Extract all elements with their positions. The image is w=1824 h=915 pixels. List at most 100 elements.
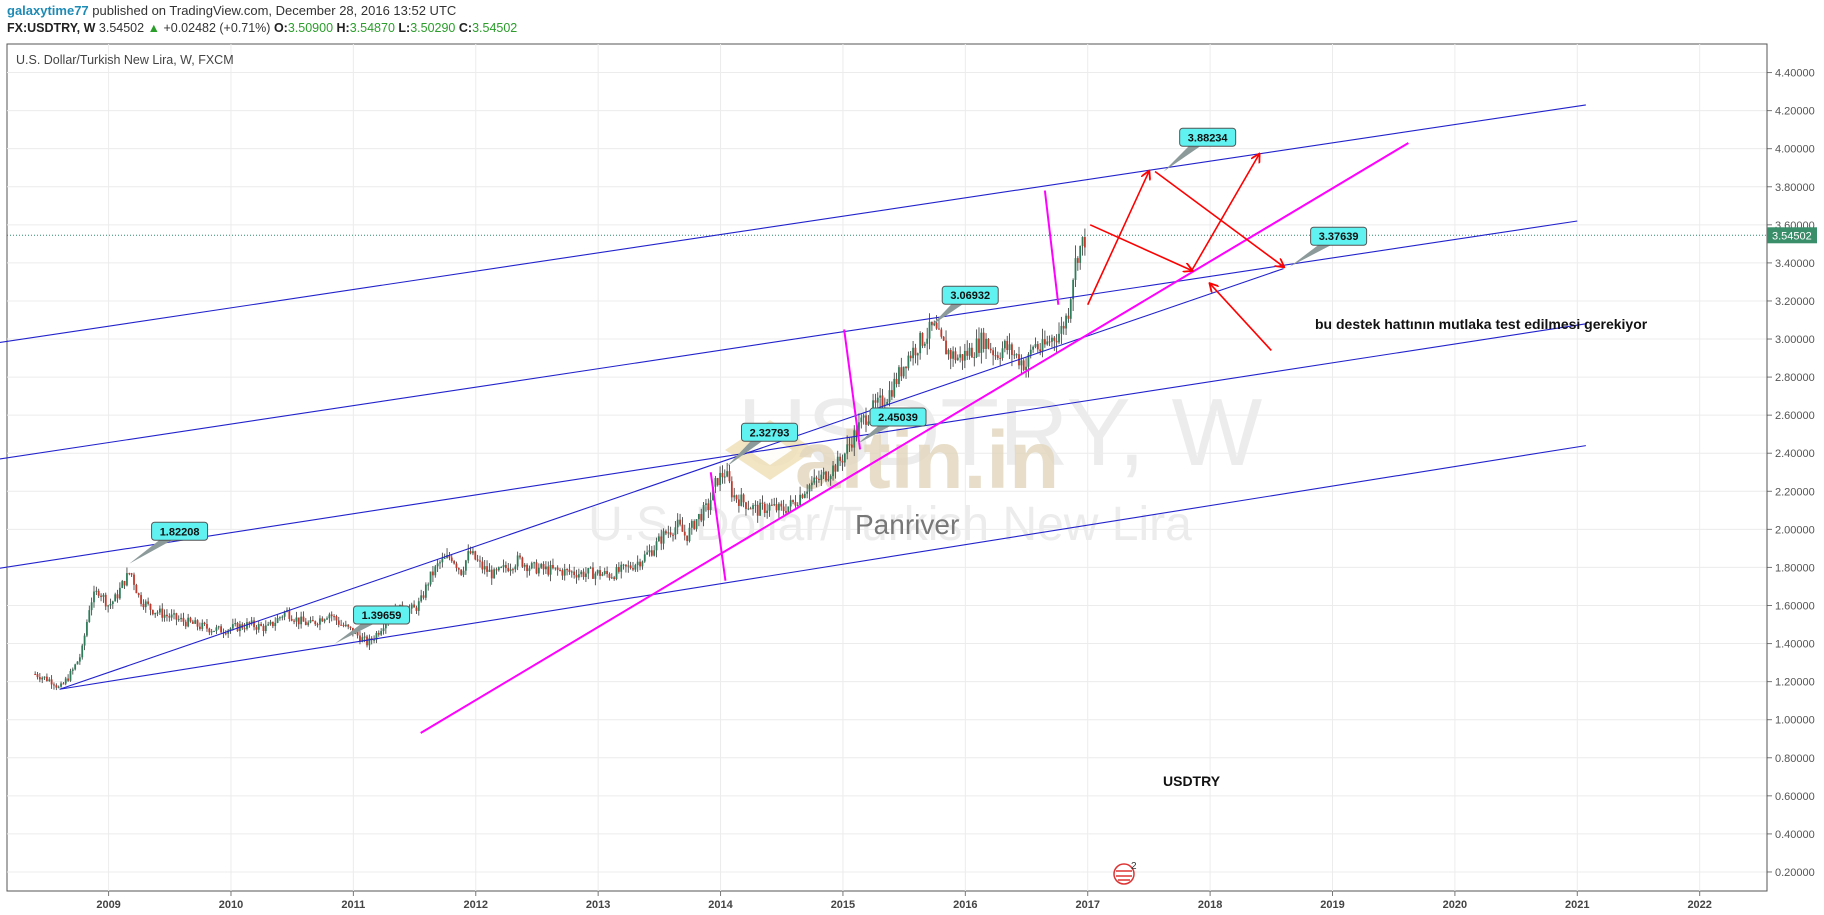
callout-label: 3.06932 <box>950 290 990 302</box>
candle-body <box>756 504 759 516</box>
candle-body <box>996 355 999 358</box>
candle-body <box>309 620 312 623</box>
candle-body <box>344 624 347 627</box>
candle-body <box>954 351 957 361</box>
candle-body <box>486 566 488 572</box>
candle-body <box>335 616 338 621</box>
candle-body <box>625 564 627 567</box>
candle-body <box>457 568 460 570</box>
candle-body <box>1015 354 1018 356</box>
x-tick-label: 2012 <box>464 899 488 911</box>
candle-body <box>307 622 310 625</box>
candle-body <box>215 627 218 631</box>
candle-body <box>850 444 853 448</box>
candle-body <box>359 635 361 642</box>
y-tick-label: 0.80000 <box>1775 753 1815 765</box>
candle-body <box>914 347 917 356</box>
candle-body <box>573 571 576 576</box>
y-tick-label: 2.00000 <box>1775 524 1815 536</box>
chart-title: U.S. Dollar/Turkish New Lira, W, FXCM <box>16 53 234 67</box>
candle-body <box>424 584 427 598</box>
callout-pointer <box>857 421 893 444</box>
candle-body <box>71 669 74 671</box>
candle-body <box>1043 339 1046 345</box>
candle-body <box>542 564 545 570</box>
candle-body <box>229 628 232 631</box>
logo-subtext: Panriver <box>855 509 959 540</box>
candle-body <box>940 329 943 337</box>
y-tick-label: 0.40000 <box>1775 829 1815 841</box>
candle-body <box>274 622 277 627</box>
candle-body <box>1022 360 1025 370</box>
candle-body <box>464 560 467 571</box>
candle-body <box>575 575 578 578</box>
callout-label: 3.37639 <box>1319 231 1359 243</box>
candle-body <box>1051 337 1053 342</box>
author-link[interactable]: galaxytime77 <box>7 3 89 18</box>
candle-body <box>643 554 646 562</box>
candle-body <box>570 571 573 573</box>
candle-body <box>709 500 712 511</box>
candle-body <box>481 561 484 570</box>
candle-body <box>841 460 844 463</box>
callout-pointer <box>1163 141 1202 172</box>
y-tick-label: 1.20000 <box>1775 677 1815 689</box>
candle-body <box>902 366 905 377</box>
candle-body <box>693 521 696 529</box>
candle-body <box>839 456 842 461</box>
candle-body <box>594 573 597 579</box>
y-tick-label: 4.20000 <box>1775 106 1815 118</box>
candle-body <box>427 584 430 586</box>
candle-body <box>326 618 328 620</box>
candle-body <box>366 636 368 646</box>
candle-body <box>175 613 178 620</box>
candle-body <box>231 624 234 629</box>
candle-body <box>1069 299 1072 319</box>
candle-body <box>415 607 418 611</box>
candle-body <box>417 601 420 611</box>
candle-body <box>302 616 305 622</box>
callout-label: 2.45039 <box>878 412 918 424</box>
tradingview-badge[interactable]: 2 <box>1113 861 1137 885</box>
candle-body <box>530 563 533 569</box>
candle-body <box>290 618 293 621</box>
candle-body <box>502 565 505 568</box>
x-tick-label: 2009 <box>96 899 120 911</box>
candle-body <box>780 503 783 507</box>
candle-body <box>260 624 263 626</box>
candle-body <box>297 617 300 625</box>
candle-body <box>57 686 60 688</box>
candle-body <box>123 581 126 586</box>
candle-body <box>803 493 806 498</box>
candle-body <box>935 322 938 329</box>
candle-body <box>177 619 180 621</box>
candle-body <box>1065 315 1067 329</box>
candle-body <box>208 628 211 633</box>
candle-body <box>540 564 543 568</box>
y-tick-label: 4.00000 <box>1775 144 1815 156</box>
y-tick-label: 0.60000 <box>1775 791 1815 803</box>
symbol-label: FX:USDTRY, W <box>7 21 96 35</box>
flag-stripes-icon <box>1116 870 1132 881</box>
candle-body <box>361 637 364 642</box>
candle-body <box>820 474 823 480</box>
candle-body <box>316 624 319 626</box>
candle-body <box>363 636 366 638</box>
candle-body <box>142 603 145 608</box>
candle-body <box>898 367 900 385</box>
candle-body <box>182 617 185 622</box>
candle-body <box>728 471 731 482</box>
candle-body <box>217 626 220 628</box>
candle-body <box>655 541 658 551</box>
candle-body <box>580 571 583 575</box>
candle-body <box>206 624 208 629</box>
candle-body <box>749 508 752 510</box>
y-tick-label: 3.20000 <box>1775 296 1815 308</box>
candle-body <box>726 471 729 477</box>
candle-body <box>552 564 554 569</box>
candle-body <box>210 631 213 633</box>
candle-body <box>947 350 950 355</box>
candle-body <box>855 430 858 436</box>
candle-body <box>1013 354 1016 356</box>
